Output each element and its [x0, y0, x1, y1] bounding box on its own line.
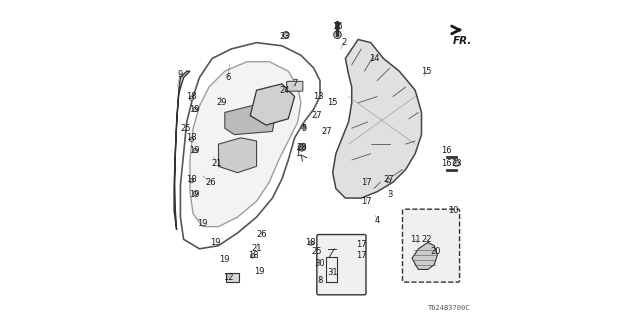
- Text: 11: 11: [410, 235, 420, 244]
- Circle shape: [453, 160, 460, 166]
- Text: T624B3700C: T624B3700C: [428, 305, 470, 311]
- Text: 19: 19: [210, 238, 221, 247]
- Text: 8: 8: [317, 276, 323, 285]
- Text: 26: 26: [205, 178, 216, 187]
- Text: 17: 17: [356, 251, 367, 260]
- FancyBboxPatch shape: [317, 235, 366, 295]
- Text: 2: 2: [341, 38, 346, 47]
- Text: 27: 27: [312, 111, 322, 120]
- Text: 16: 16: [442, 159, 452, 168]
- Text: 4: 4: [374, 216, 380, 225]
- Text: 13: 13: [313, 92, 324, 101]
- Text: 27: 27: [321, 127, 332, 136]
- Text: 17: 17: [362, 197, 372, 206]
- Text: FR.: FR.: [452, 36, 472, 46]
- Text: 5: 5: [301, 124, 307, 133]
- Text: 27: 27: [384, 174, 394, 184]
- Text: 19: 19: [189, 190, 200, 199]
- Circle shape: [193, 107, 198, 111]
- Text: 26: 26: [256, 230, 267, 239]
- Text: 21: 21: [212, 159, 222, 168]
- Circle shape: [250, 253, 255, 258]
- Text: 18: 18: [186, 133, 197, 142]
- Text: 16: 16: [332, 22, 343, 31]
- Text: 19: 19: [189, 105, 200, 114]
- Text: 17: 17: [362, 178, 372, 187]
- Text: 18: 18: [305, 238, 316, 247]
- Circle shape: [309, 241, 314, 245]
- Text: 25: 25: [312, 247, 322, 257]
- Text: 17: 17: [356, 240, 367, 249]
- Text: 19: 19: [197, 219, 208, 228]
- Circle shape: [333, 31, 341, 38]
- Circle shape: [301, 124, 306, 129]
- Text: 28: 28: [296, 143, 307, 152]
- Text: 15: 15: [421, 67, 431, 76]
- Text: 14: 14: [369, 54, 379, 63]
- FancyBboxPatch shape: [287, 81, 303, 91]
- Text: 21: 21: [252, 244, 262, 253]
- Text: 23: 23: [280, 32, 291, 41]
- Text: 31: 31: [328, 268, 338, 277]
- Polygon shape: [218, 138, 257, 173]
- Polygon shape: [250, 84, 294, 125]
- Text: 19: 19: [189, 146, 200, 155]
- Text: 25: 25: [180, 124, 191, 133]
- Polygon shape: [190, 62, 301, 227]
- Circle shape: [189, 137, 194, 142]
- Text: 18: 18: [186, 174, 197, 184]
- Polygon shape: [225, 103, 276, 135]
- Text: 18: 18: [186, 92, 197, 101]
- Circle shape: [189, 96, 194, 100]
- Polygon shape: [174, 71, 190, 230]
- Text: 19: 19: [220, 255, 230, 264]
- Polygon shape: [412, 243, 437, 269]
- Text: 23: 23: [451, 159, 461, 168]
- Text: 16: 16: [442, 146, 452, 155]
- Circle shape: [335, 25, 340, 30]
- FancyBboxPatch shape: [403, 209, 460, 282]
- Text: 30: 30: [315, 259, 325, 268]
- Text: 7: 7: [292, 79, 298, 88]
- Circle shape: [189, 178, 194, 183]
- Circle shape: [298, 143, 306, 151]
- Text: 22: 22: [421, 235, 432, 244]
- Text: 18: 18: [248, 251, 259, 260]
- FancyBboxPatch shape: [227, 273, 239, 282]
- Circle shape: [283, 32, 289, 38]
- Text: 10: 10: [448, 206, 458, 215]
- Circle shape: [193, 191, 198, 196]
- Circle shape: [454, 161, 459, 165]
- Text: 12: 12: [223, 273, 233, 282]
- Text: 9: 9: [178, 70, 183, 79]
- Text: 6: 6: [225, 73, 230, 82]
- Text: 29: 29: [216, 99, 227, 108]
- Text: 24: 24: [280, 86, 291, 95]
- Circle shape: [283, 32, 287, 37]
- Text: 1: 1: [295, 149, 300, 158]
- Text: 20: 20: [430, 247, 440, 257]
- Circle shape: [193, 148, 198, 153]
- Text: 3: 3: [387, 190, 392, 199]
- Circle shape: [387, 178, 391, 183]
- Text: 19: 19: [255, 267, 265, 276]
- Text: 15: 15: [327, 99, 337, 108]
- Polygon shape: [333, 39, 422, 198]
